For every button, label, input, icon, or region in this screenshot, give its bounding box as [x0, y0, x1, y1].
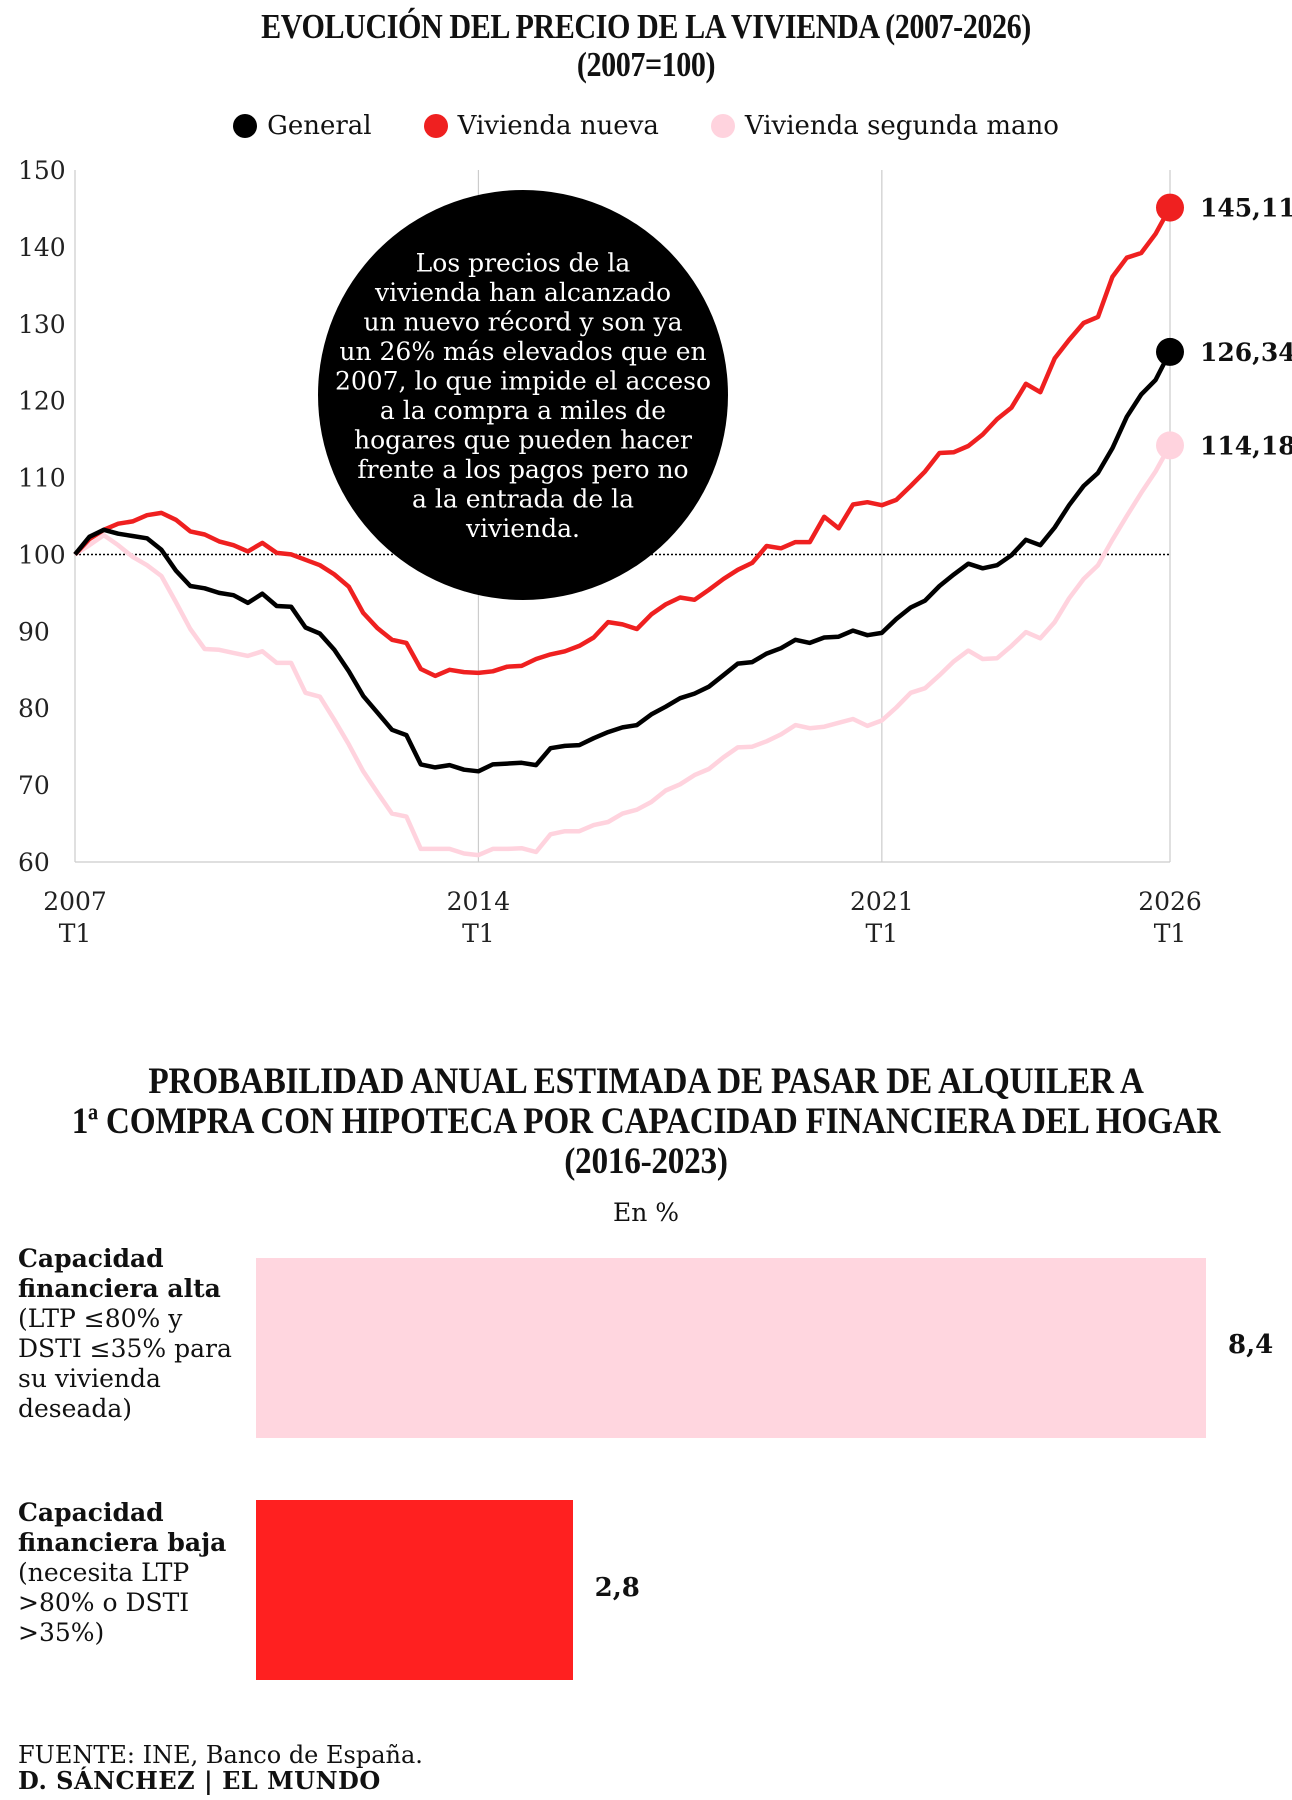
series-end-label-vivienda-nueva: 145,11	[1200, 194, 1292, 223]
bar-value-baja: 2,8	[594, 1573, 640, 1603]
x-tick-sublabel-2007: T1	[59, 919, 92, 948]
legend-label-vivienda-nueva: Vivienda nueva	[457, 111, 659, 141]
price-evolution-line-chart: 60 70 80 90 100 110 120 130 140 150 2007 T1 2014 T1 20…	[18, 156, 1292, 948]
chart2-title: PROBABILIDAD ANUAL ESTIMADA DE PASAR DE …	[65, 1062, 1228, 1182]
source-note: FUENTE: INE, Banco de España.	[18, 1741, 423, 1769]
annotation-line: frente a los pagos pero no	[357, 455, 688, 484]
series-line-vivienda-segunda-mano	[73, 444, 1172, 858]
legend-dot-vivienda-segunda-mano	[710, 114, 735, 138]
bar-baja	[256, 1500, 573, 1680]
x-tick-label-2007: 2007	[43, 887, 107, 916]
legend-label-vivienda-segunda-mano: Vivienda segunda mano	[744, 111, 1059, 141]
series-end-marker-vivienda-segunda-mano	[1156, 431, 1184, 460]
chart2-title-line1: PROBABILIDAD ANUAL ESTIMADA DE PASAR DE …	[148, 1061, 1144, 1102]
chart1-legend: General Vivienda nueva Vivienda segunda …	[0, 106, 1292, 146]
annotation-bubble	[318, 190, 728, 600]
annotation-line: Los precios de la	[416, 248, 631, 277]
legend-dot-general	[233, 114, 258, 138]
series-end-marker-general	[1156, 337, 1184, 366]
chart1-axes: 60 70 80 90 100 110 120 130 140 150 2007 T1 2014 T1 20…	[18, 156, 1202, 948]
legend-item-general: General	[233, 111, 372, 141]
chart2-title-line3: (2016-2023)	[564, 1141, 728, 1182]
annotation-line: vivienda han alcanzado	[374, 278, 671, 307]
annotation-line: a la entrada de la	[412, 484, 634, 513]
series-line-vivienda-nueva	[73, 206, 1172, 679]
y-tick-label-140: 140	[18, 233, 66, 262]
annotation-line: hogares que pueden hacer	[354, 425, 692, 454]
y-tick-label-130: 130	[18, 310, 66, 339]
bar-value-alta: 8,4	[1228, 1330, 1274, 1360]
series-line-general	[73, 350, 1173, 774]
x-tick-label-2014: 2014	[447, 887, 511, 916]
bar-alta	[256, 1258, 1206, 1438]
annotation-line: 2007, lo que impide el acceso	[335, 366, 711, 395]
legend-item-vivienda-nueva: Vivienda nueva	[423, 111, 659, 141]
y-tick-label-80: 80	[18, 694, 50, 723]
bar-label-baja-bold: Capacidad financiera baja	[18, 1498, 227, 1557]
annotation-line: un nuevo récord y son ya	[364, 307, 683, 336]
bar-label-baja-sub: (necesita LTP >80% o DSTI >35%)	[18, 1558, 190, 1647]
x-tick-label-2026: 2026	[1138, 887, 1202, 916]
series-end-label-general: 126,34	[1200, 338, 1292, 367]
chart2-unit: En %	[612, 1198, 680, 1227]
chart1-title-line1: EVOLUCIÓN DEL PRECIO DE LA VIVIENDA (200…	[261, 7, 1031, 46]
chart2-title-line2: 1ª COMPRA CON HIPOTECA POR CAPACIDAD FIN…	[71, 1101, 1221, 1142]
x-tick-sublabel-2014: T1	[462, 919, 495, 948]
annotation-line: a la compra a miles de	[380, 396, 666, 425]
bar-label-alta-sub: (LTP ≤80% y DSTI ≤35% para su vivienda d…	[18, 1304, 232, 1423]
annotation-line: vivienda.	[465, 514, 580, 543]
credit-line: D. SÁNCHEZ | EL MUNDO	[18, 1766, 381, 1795]
bar-label-baja: Capacidad financiera baja (necesita LTP …	[18, 1498, 233, 1648]
y-tick-label-60: 60	[18, 848, 50, 877]
legend-label-general: General	[267, 111, 372, 141]
bar-label-alta-bold: Capacidad financiera alta	[18, 1244, 221, 1303]
x-tick-label-2021: 2021	[850, 887, 914, 916]
series-end-marker-vivienda-nueva	[1156, 193, 1184, 222]
x-tick-sublabel-2026: T1	[1154, 919, 1187, 948]
y-tick-label-110: 110	[18, 464, 66, 493]
annotation-line: un 26% más elevados que en	[339, 337, 706, 366]
y-tick-label-90: 90	[18, 617, 50, 646]
chart1-series: 114,18 145,11 126,34	[73, 193, 1292, 858]
y-tick-label-70: 70	[18, 771, 50, 800]
y-tick-label-150: 150	[18, 156, 66, 185]
bar-label-alta: Capacidad financiera alta (LTP ≤80% y DS…	[18, 1244, 233, 1424]
series-end-label-vivienda-segunda-mano: 114,18	[1200, 431, 1292, 460]
y-tick-label-120: 120	[18, 387, 66, 416]
legend-dot-vivienda-nueva	[423, 114, 448, 138]
legend-item-vivienda-segunda-mano: Vivienda segunda mano	[710, 111, 1059, 141]
chart1-title: EVOLUCIÓN DEL PRECIO DE LA VIVIENDA (200…	[90, 8, 1201, 84]
x-tick-sublabel-2021: T1	[866, 919, 899, 948]
chart1-title-line2: (2007=100)	[576, 45, 716, 84]
y-tick-label-100: 100	[18, 540, 66, 569]
